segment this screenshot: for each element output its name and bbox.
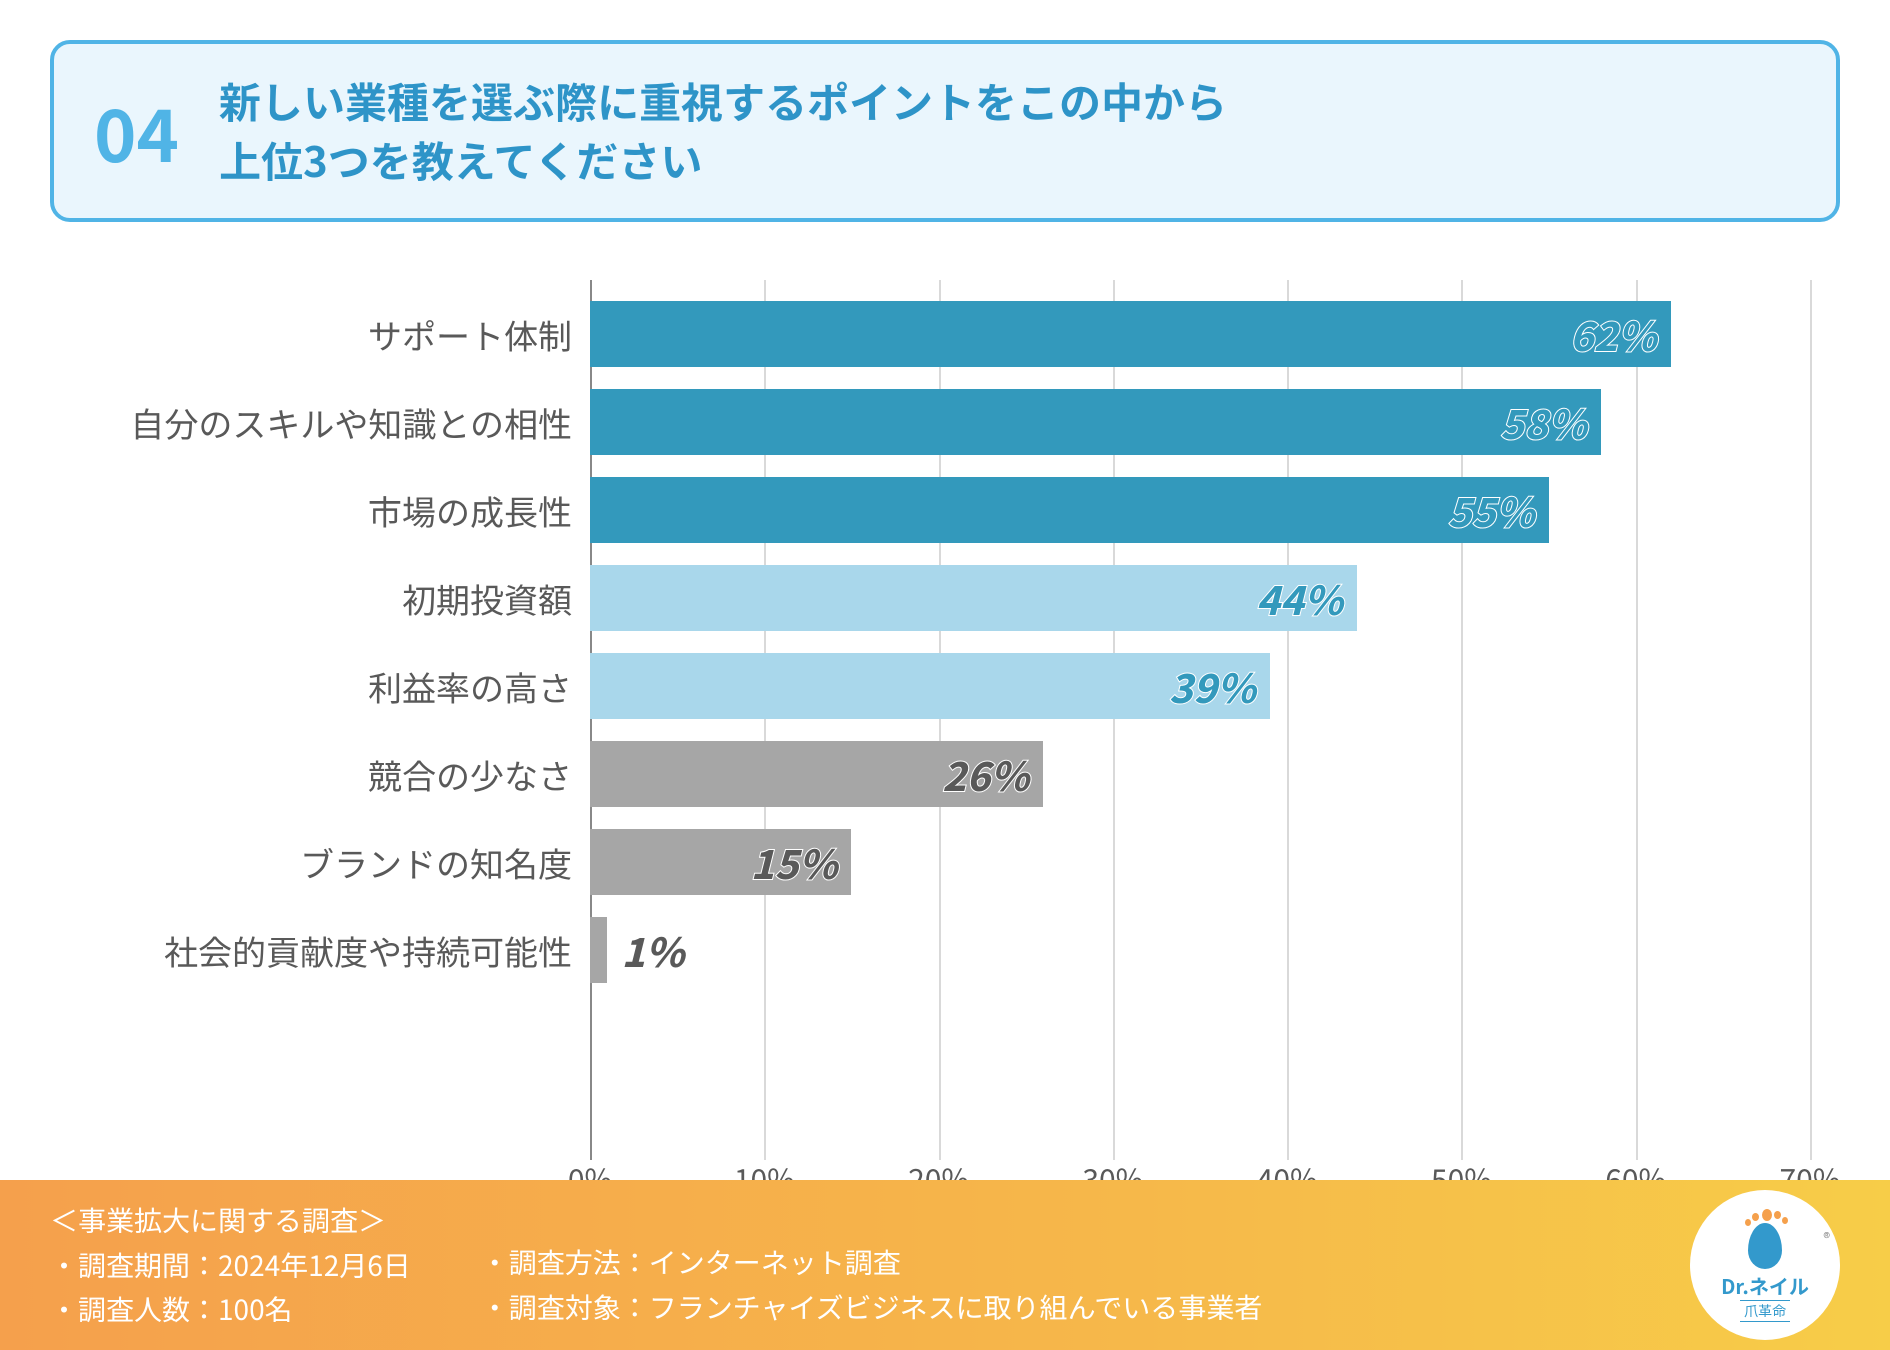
bar-value-label: 55% [1448, 481, 1535, 539]
footer-col-1: ＜事業拡大に関する調査＞ ・調査期間：2024年12月6日 ・調査人数：100名 [50, 1198, 411, 1332]
bar: 26% [590, 741, 1043, 807]
bar-row: ブランドの知名度 15% [90, 818, 1810, 906]
bar: 55% [590, 477, 1549, 543]
bar: 62% [590, 301, 1671, 367]
bar-value-label: 15% [751, 833, 838, 891]
bar-row: 初期投資額 44% [90, 554, 1810, 642]
category-label: 利益率の高さ [90, 662, 590, 711]
bar-row: 自分のスキルや知識との相性 58% [90, 378, 1810, 466]
bar-track: 26% [590, 730, 1810, 818]
bar-value-label: 1% [607, 921, 684, 979]
footer-col-2: ・調査方法：インターネット調査 ・調査対象：フランチャイズビジネスに取り組んでい… [481, 1198, 1262, 1332]
question-header: 04 新しい業種を選ぶ際に重視するポイントをこの中から上位3つを教えてください [50, 40, 1840, 222]
category-label: 市場の成長性 [90, 486, 590, 535]
bar-row: 利益率の高さ 39% [90, 642, 1810, 730]
bar-row: 競合の少なさ 26% [90, 730, 1810, 818]
logo-subtext: 爪革命 [1740, 1300, 1790, 1322]
logo-text: Dr.ネイル [1721, 1271, 1809, 1300]
footer: ＜事業拡大に関する調査＞ ・調査期間：2024年12月6日 ・調査人数：100名… [0, 1180, 1890, 1350]
bar-chart: 0%10%20%30%40%50%60%70% サポート体制62%自分のスキルや… [90, 290, 1810, 1120]
bar-track: 1% [590, 906, 1810, 994]
bar-value-label: 58% [1500, 393, 1587, 451]
category-label: 自分のスキルや知識との相性 [90, 398, 590, 447]
bar-value-label: 26% [942, 745, 1029, 803]
bar: 44% [590, 565, 1357, 631]
bar-track: 55% [590, 466, 1810, 554]
category-label: ブランドの知名度 [90, 838, 590, 887]
footer-line: ・調査対象：フランチャイズビジネスに取り組んでいる事業者 [481, 1285, 1262, 1330]
bar: 1% [590, 917, 607, 983]
footer-line: ・調査人数：100名 [50, 1287, 411, 1332]
brand-logo: Dr.ネイル 爪革命 ® [1690, 1190, 1840, 1340]
bar-track: 44% [590, 554, 1810, 642]
bar-value-label: 62% [1570, 305, 1657, 363]
category-label: 社会的貢献度や持続可能性 [90, 926, 590, 975]
category-label: 競合の少なさ [90, 750, 590, 799]
bar-row: 市場の成長性 55% [90, 466, 1810, 554]
bar-row: サポート体制 62% [90, 290, 1810, 378]
foot-icon [1740, 1209, 1790, 1269]
bar-value-label: 44% [1256, 569, 1343, 627]
chart-rows: サポート体制 62% 自分のスキルや知識との相性 58% 市場の成長性 55% 初期投資額 4… [90, 290, 1810, 994]
footer-line: ・調査方法：インターネット調査 [481, 1240, 1262, 1285]
footer-line: ・調査期間：2024年12月6日 [50, 1243, 411, 1288]
bar-row: 社会的貢献度や持続可能性1% [90, 906, 1810, 994]
question-text: 新しい業種を選ぶ際に重視するポイントをこの中から上位3つを教えてください [219, 72, 1227, 190]
bar: 39% [590, 653, 1270, 719]
bar-track: 58% [590, 378, 1810, 466]
bar-track: 15% [590, 818, 1810, 906]
bar-track: 62% [590, 290, 1810, 378]
bar-track: 39% [590, 642, 1810, 730]
footer-title: ＜事業拡大に関する調査＞ [50, 1198, 411, 1243]
bar-value-label: 39% [1169, 657, 1256, 715]
bar: 15% [590, 829, 851, 895]
registered-mark: ® [1823, 1228, 1830, 1248]
question-number: 04 [94, 78, 179, 183]
category-label: サポート体制 [90, 310, 590, 359]
category-label: 初期投資額 [90, 574, 590, 623]
bar: 58% [590, 389, 1601, 455]
axis-tick [1810, 280, 1812, 1160]
